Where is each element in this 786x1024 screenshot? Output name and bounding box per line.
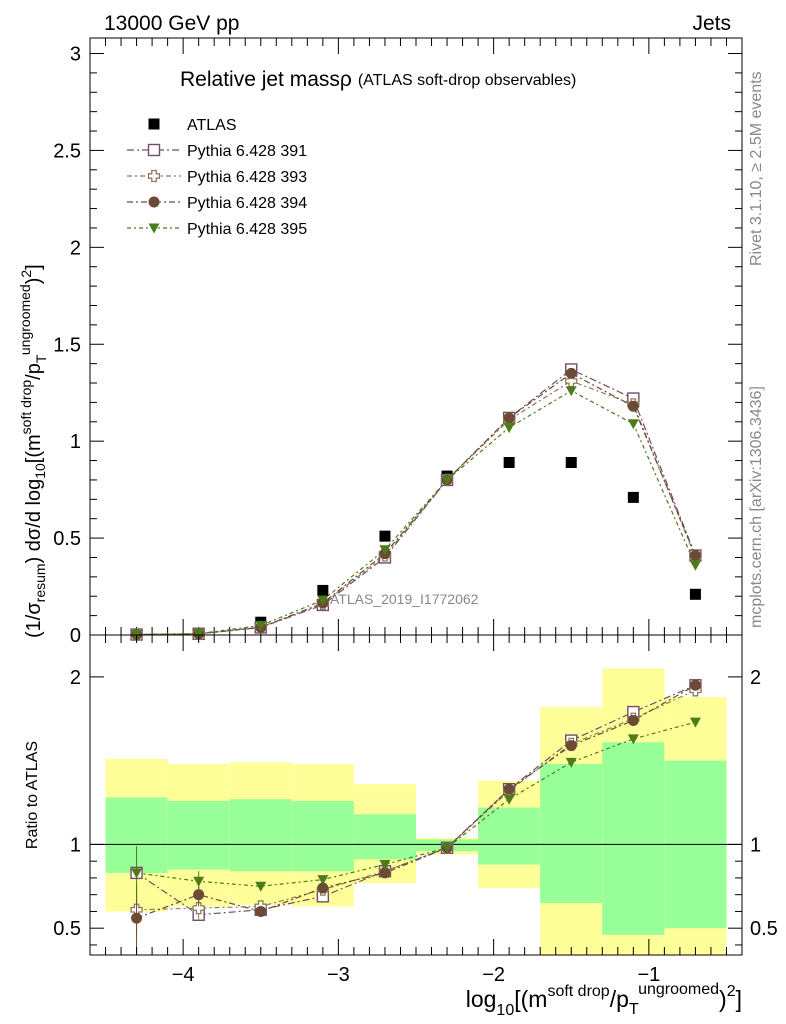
main-y-tick-label: 1.5: [53, 334, 81, 356]
main-y-tick-label: 3: [70, 44, 81, 66]
main-point-p395: [379, 545, 391, 556]
ratio-point-p394: [131, 912, 143, 924]
ratio-y-tick-label-right: 1: [750, 834, 761, 856]
ratio-point-p395: [627, 734, 639, 745]
main-panel: 0 0.5 1 1.5 2 2.5 3 ATLAS_2019_I1772062 (1/σre…: [17, 37, 743, 647]
legend: ATLAS Pythia 6.428 391 Pythia 6.428 393 Pyt…: [127, 117, 307, 238]
ratio-series-line-p393: [136, 689, 696, 911]
x-axis-label: log10[(msoft drop/pTungroomed)2]: [466, 981, 742, 1019]
main-point-data: [317, 584, 329, 596]
ratio-panel: 0.5 0.5 1 1 2 2 −4 −3 −2 −1 Ratio to ATLAS log10[…: [24, 634, 778, 1019]
main-point-p395: [689, 560, 701, 571]
main-point-p395: [193, 629, 205, 640]
ratio-point-p394: [689, 679, 701, 691]
legend-label-p393: Pythia 6.428 393: [187, 169, 307, 186]
main-point-data: [565, 456, 577, 468]
ratio-y-tick-label-left: 0.5: [53, 918, 81, 940]
legend-label-p394: Pythia 6.428 394: [187, 195, 307, 212]
legend-marker-p394: [148, 196, 160, 208]
x-tick-label: −4: [172, 964, 195, 986]
ratio-ylabel: Ratio to ATLAS: [24, 741, 41, 849]
legend-label-data: ATLAS: [187, 117, 237, 134]
main-point-data: [503, 456, 515, 468]
chart-title-main: Relative jet massρ: [180, 68, 352, 91]
legend-marker-p395: [148, 223, 160, 234]
main-y-tick-label: 0: [70, 625, 81, 647]
main-point-p395: [565, 386, 577, 397]
main-series-layer: [130, 363, 702, 641]
band-inner: [478, 807, 541, 865]
ratio-y-tick-label-right: 0.5: [750, 918, 778, 940]
ratio-point-p395: [379, 860, 391, 871]
legend-label-p391: Pythia 6.428 391: [187, 143, 307, 160]
ratio-point-p395: [565, 757, 577, 768]
main-point-p395: [317, 595, 329, 606]
main-point-p395: [627, 419, 639, 430]
x-tick-label: −1: [637, 964, 660, 986]
legend-marker-p393: [147, 169, 161, 183]
main-y-tick-label: 2: [70, 237, 81, 259]
ratio-point-p394: [565, 740, 577, 752]
band-inner: [229, 799, 292, 872]
ratio-y-tick-label-left: 2: [70, 667, 81, 689]
beam-label: 13000 GeV pp: [104, 12, 239, 35]
mcplots-label: mcplots.cern.ch [arXiv:1306.3436]: [748, 386, 765, 628]
ratio-point-p395: [131, 868, 143, 879]
ratio-point-p394: [379, 867, 391, 879]
analysis-id: ATLAS_2019_I1772062: [330, 591, 479, 607]
ratio-point-p394: [503, 783, 515, 795]
main-series-line-p394: [136, 372, 696, 636]
main-axis-ticks: 0 0.5 1 1.5 2 2.5 3: [53, 38, 742, 647]
main-y-tick-label: 2.5: [53, 140, 81, 162]
legend-label-p395: Pythia 6.428 395: [187, 221, 307, 238]
main-point-p395: [255, 621, 267, 632]
band-inner: [167, 800, 230, 870]
main-y-tick-label: 1: [70, 431, 81, 453]
ratio-point-p395: [689, 717, 701, 728]
main-point-data: [627, 491, 639, 503]
ratio-point-p394: [193, 889, 205, 901]
main-point-p394: [689, 550, 701, 562]
main-point-p394: [627, 400, 639, 412]
band-inner: [540, 764, 603, 904]
ratio-y-tick-label-left: 1: [70, 834, 81, 856]
chart-title: Relative jet massρ (ATLAS soft-drop obser…: [180, 68, 576, 91]
ratio-point-p395: [255, 881, 267, 892]
ratio-y-tick-label-right: 2: [750, 667, 761, 689]
main-point-data: [379, 530, 391, 542]
x-tick-label: −3: [327, 964, 350, 986]
ratio-point-p393: [192, 901, 205, 915]
ratio-series-layer: [130, 679, 702, 952]
ratio-point-p394: [255, 905, 267, 917]
ratio-series-line-p394: [136, 684, 696, 919]
ratio-point-p395: [441, 843, 453, 854]
ratio-point-p395: [193, 876, 205, 887]
main-series-line-p395: [136, 390, 696, 636]
ratio-point-p395: [503, 794, 515, 805]
ratio-series-line-p395: [136, 721, 696, 887]
band-inner: [602, 742, 665, 935]
process-label: Jets: [692, 12, 731, 35]
main-ylabel: (1/σresum) dσ/d log10[(msoft drop/pTungr…: [17, 264, 49, 638]
main-point-p395: [503, 423, 515, 434]
main-point-p394: [565, 367, 577, 379]
band-inner: [291, 800, 354, 872]
ratio-axis-ticks: 0.5 0.5 1 1 2 2 −4 −3 −2 −1: [53, 635, 778, 986]
legend-marker-data: [148, 118, 160, 130]
main-point-p394: [503, 412, 515, 424]
x-tick-label: −2: [482, 964, 505, 986]
ratio-point-p394: [627, 714, 639, 726]
band-inner: [353, 814, 416, 860]
ratio-point-p395: [317, 875, 329, 886]
main-y-tick-label: 0.5: [53, 528, 81, 550]
rivet-label: Rivet 3.1.10, ≥ 2.5M events: [748, 71, 765, 266]
legend-marker-p391: [147, 143, 161, 157]
main-point-data: [689, 588, 701, 600]
chart-subtitle: (ATLAS soft-drop observables): [358, 72, 576, 89]
ratio-point-p394: [317, 882, 329, 894]
main-point-p395: [441, 475, 453, 486]
